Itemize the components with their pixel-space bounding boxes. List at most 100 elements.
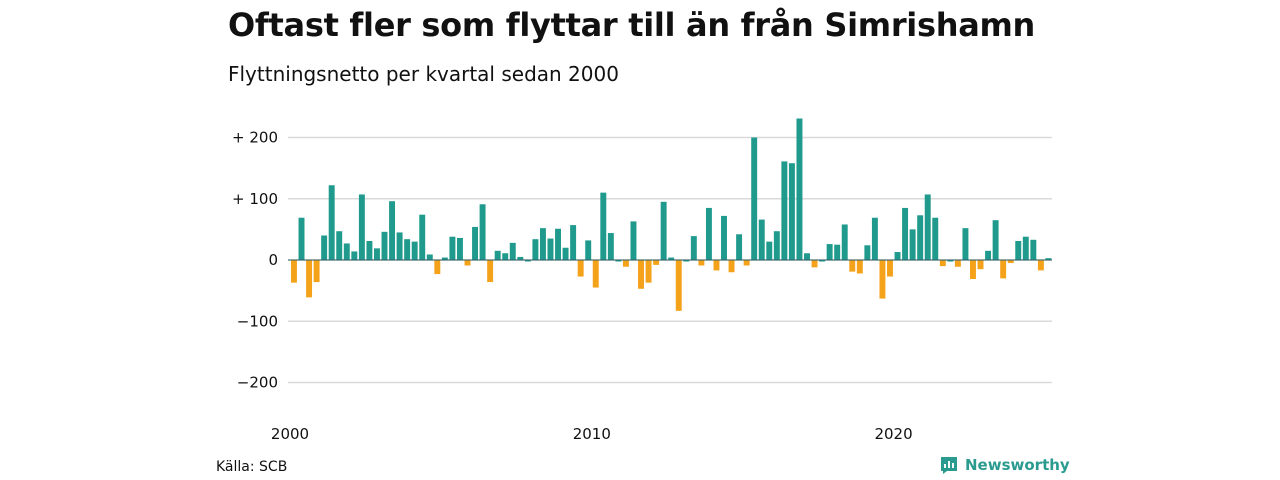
- bar: [291, 260, 297, 283]
- bar: [343, 243, 350, 260]
- bar: [977, 260, 984, 270]
- bar: [607, 233, 614, 260]
- bar: [1045, 258, 1052, 260]
- bar: [887, 260, 893, 277]
- bar: [539, 228, 546, 260]
- x-tick-label: 2000: [271, 425, 309, 443]
- bar: [524, 260, 531, 262]
- y-tick-label: + 200: [232, 129, 278, 147]
- bar: [962, 228, 969, 260]
- bar: [871, 217, 878, 260]
- bar: [600, 192, 607, 261]
- bar: [411, 241, 418, 261]
- bar: [630, 221, 637, 260]
- bar: [366, 241, 373, 260]
- bar: [819, 260, 826, 262]
- bar: [675, 260, 682, 311]
- bar: [909, 229, 916, 261]
- bar: [1007, 260, 1014, 264]
- bar: [577, 260, 584, 277]
- bar: [992, 220, 999, 260]
- bar: [668, 257, 675, 260]
- bar: [456, 237, 463, 260]
- newsworthy-logo-icon: [941, 457, 957, 474]
- y-tick-label: 0: [268, 251, 278, 269]
- bar: [743, 260, 750, 266]
- bar: [879, 260, 886, 299]
- bar: [351, 251, 358, 261]
- y-tick-label: −200: [237, 374, 278, 392]
- bar: [547, 238, 554, 260]
- bar: [328, 185, 335, 260]
- bar: [532, 239, 539, 261]
- chart-title: Oftast fler som flyttar till än från Sim…: [228, 6, 1036, 44]
- bar: [653, 260, 660, 265]
- bar: [804, 253, 810, 260]
- bar: [902, 207, 909, 260]
- bar: [834, 244, 841, 260]
- bar: [690, 236, 697, 260]
- bar: [932, 217, 939, 260]
- bar: [766, 241, 773, 261]
- bar: [856, 260, 863, 274]
- bar: [826, 244, 833, 260]
- bar: [426, 254, 433, 260]
- bar: [728, 260, 735, 273]
- bar: [645, 260, 652, 283]
- bar: [449, 236, 456, 260]
- bar: [487, 260, 494, 283]
- bar: [864, 245, 871, 260]
- bar: [585, 240, 592, 260]
- bar: [924, 194, 931, 260]
- bar: [622, 260, 629, 267]
- bar: [970, 260, 976, 279]
- bar: [947, 260, 954, 262]
- bar: [705, 207, 712, 260]
- x-tick-label: 2010: [573, 425, 611, 443]
- bar: [773, 231, 780, 260]
- bar: [758, 219, 765, 260]
- bar: [660, 201, 667, 260]
- bar: [404, 239, 411, 261]
- bar: [1030, 239, 1037, 260]
- bar: [954, 260, 961, 267]
- bar: [1022, 236, 1029, 260]
- bar: [313, 260, 320, 283]
- bar: [917, 215, 924, 260]
- bar: [939, 260, 946, 267]
- x-tick-label: 2020: [874, 425, 912, 443]
- bar: [306, 260, 313, 298]
- bar: [698, 260, 705, 266]
- bar: [683, 260, 690, 262]
- bar: [419, 214, 426, 261]
- chart-subtitle: Flyttningsnetto per kvartal sedan 2000: [228, 62, 619, 86]
- bar: [358, 194, 365, 260]
- bar: [494, 250, 501, 260]
- bar: [894, 252, 901, 260]
- bar: [713, 260, 720, 271]
- bar: [570, 225, 577, 260]
- y-tick-label: + 100: [232, 190, 278, 208]
- bar: [298, 217, 305, 260]
- bar: [788, 163, 795, 260]
- bar: [721, 215, 727, 260]
- bar: [336, 231, 343, 260]
- bar: [373, 248, 380, 260]
- bar: [638, 260, 644, 289]
- bar: [985, 250, 992, 260]
- bar: [381, 231, 388, 260]
- brand-name: Newsworthy: [965, 456, 1070, 474]
- bar: [472, 226, 479, 261]
- brand-logo[interactable]: Newsworthy: [939, 454, 1070, 476]
- bar: [796, 118, 803, 260]
- bar: [751, 137, 758, 260]
- bar: [502, 253, 509, 260]
- bar: [441, 257, 448, 260]
- bar: [517, 256, 524, 260]
- bar: [389, 201, 396, 260]
- bar: [562, 247, 569, 260]
- bar: [736, 234, 743, 261]
- bar: [1000, 260, 1007, 279]
- bar: [781, 161, 788, 260]
